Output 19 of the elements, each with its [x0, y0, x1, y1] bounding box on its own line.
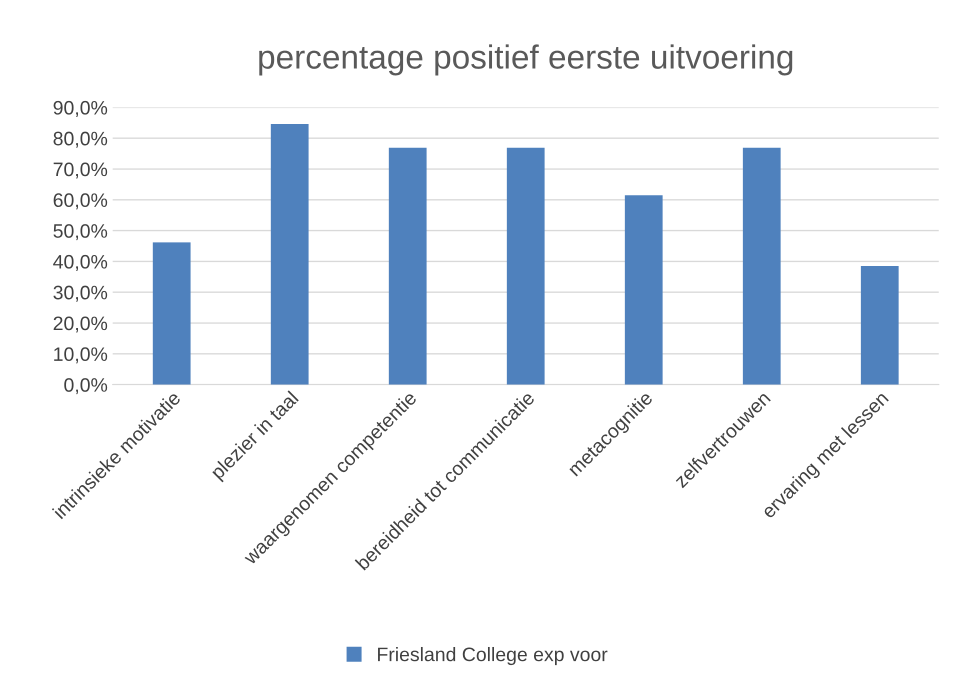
bar — [624, 195, 663, 385]
y-tick-label: 70,0% — [54, 162, 108, 179]
bar — [860, 266, 899, 385]
y-tick-label: 0,0% — [64, 378, 108, 394]
y-tick-label: 10,0% — [54, 347, 108, 364]
legend-label: Friesland College exp voor — [378, 646, 608, 666]
bar — [742, 148, 781, 385]
y-tick-label: 90,0% — [54, 100, 108, 117]
bar — [506, 148, 545, 385]
y-tick-label: 30,0% — [53, 286, 108, 302]
y-tick-label: 20,0% — [54, 316, 108, 333]
y-tick-label: 80,0% — [54, 132, 108, 148]
bar — [152, 242, 191, 385]
chart-title: percentage positief eerste uitvoering — [259, 44, 792, 76]
y-tick-label: 60,0% — [54, 193, 108, 210]
y-tick-label: 40,0% — [53, 254, 108, 271]
y-tick-label: 50,0% — [53, 224, 108, 240]
bar — [270, 124, 309, 385]
bar — [388, 148, 427, 385]
